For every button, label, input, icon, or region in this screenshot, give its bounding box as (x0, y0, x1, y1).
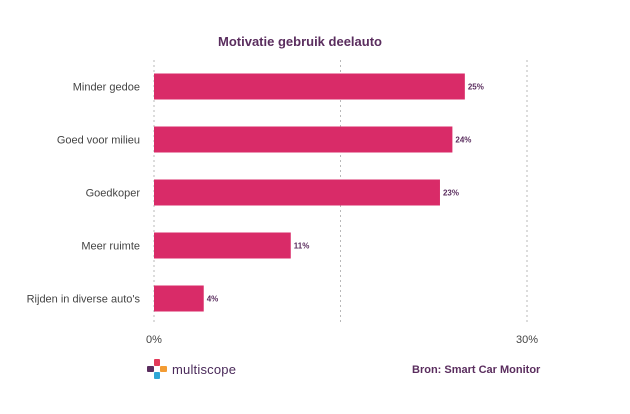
value-label: 23% (443, 189, 459, 198)
x-tick-label: 0% (146, 334, 162, 346)
multiscope-logo-text: multiscope (172, 361, 237, 377)
category-label: Minder gedoe (73, 82, 140, 94)
bar (154, 179, 440, 206)
bar (154, 126, 453, 153)
category-label: Meer ruimte (81, 241, 140, 253)
value-label: 25% (468, 83, 484, 92)
x-tick-label: 30% (516, 334, 538, 346)
multiscope-logo-icon (147, 359, 167, 379)
chart-title: Motivatie gebruik deelauto (218, 34, 382, 49)
bar (154, 73, 465, 100)
category-label: Goedkoper (86, 188, 141, 200)
value-label: 24% (455, 136, 471, 145)
category-label: Goed voor milieu (57, 135, 140, 147)
category-label: Rijden in diverse auto's (27, 294, 141, 306)
bar (154, 232, 291, 259)
value-label: 4% (207, 295, 219, 304)
multiscope-logo: multiscope (146, 358, 236, 380)
bar (154, 285, 204, 312)
value-label: 11% (294, 242, 310, 251)
source-label: Bron: Smart Car Monitor (412, 364, 541, 376)
